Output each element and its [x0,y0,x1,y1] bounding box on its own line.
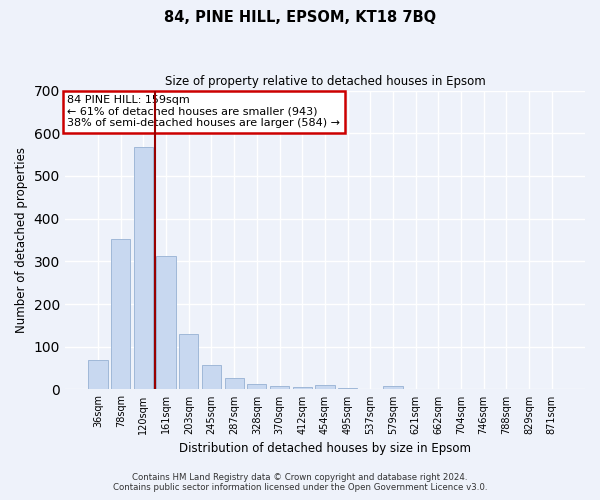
Bar [179,334,199,390]
Bar [224,378,244,390]
Bar [315,385,335,390]
Text: Contains HM Land Registry data © Crown copyright and database right 2024.
Contai: Contains HM Land Registry data © Crown c… [113,473,487,492]
Bar [338,388,357,390]
Bar [88,360,108,390]
X-axis label: Distribution of detached houses by size in Epsom: Distribution of detached houses by size … [179,442,471,455]
Bar [293,388,312,390]
Bar [134,147,153,390]
Bar [111,239,130,390]
Text: 84 PINE HILL: 159sqm
← 61% of detached houses are smaller (943)
38% of semi-deta: 84 PINE HILL: 159sqm ← 61% of detached h… [67,95,340,128]
Y-axis label: Number of detached properties: Number of detached properties [15,147,28,333]
Bar [157,256,176,390]
Title: Size of property relative to detached houses in Epsom: Size of property relative to detached ho… [164,75,485,88]
Bar [247,384,266,390]
Bar [383,386,403,390]
Text: 84, PINE HILL, EPSOM, KT18 7BQ: 84, PINE HILL, EPSOM, KT18 7BQ [164,10,436,25]
Bar [202,364,221,390]
Bar [270,386,289,390]
